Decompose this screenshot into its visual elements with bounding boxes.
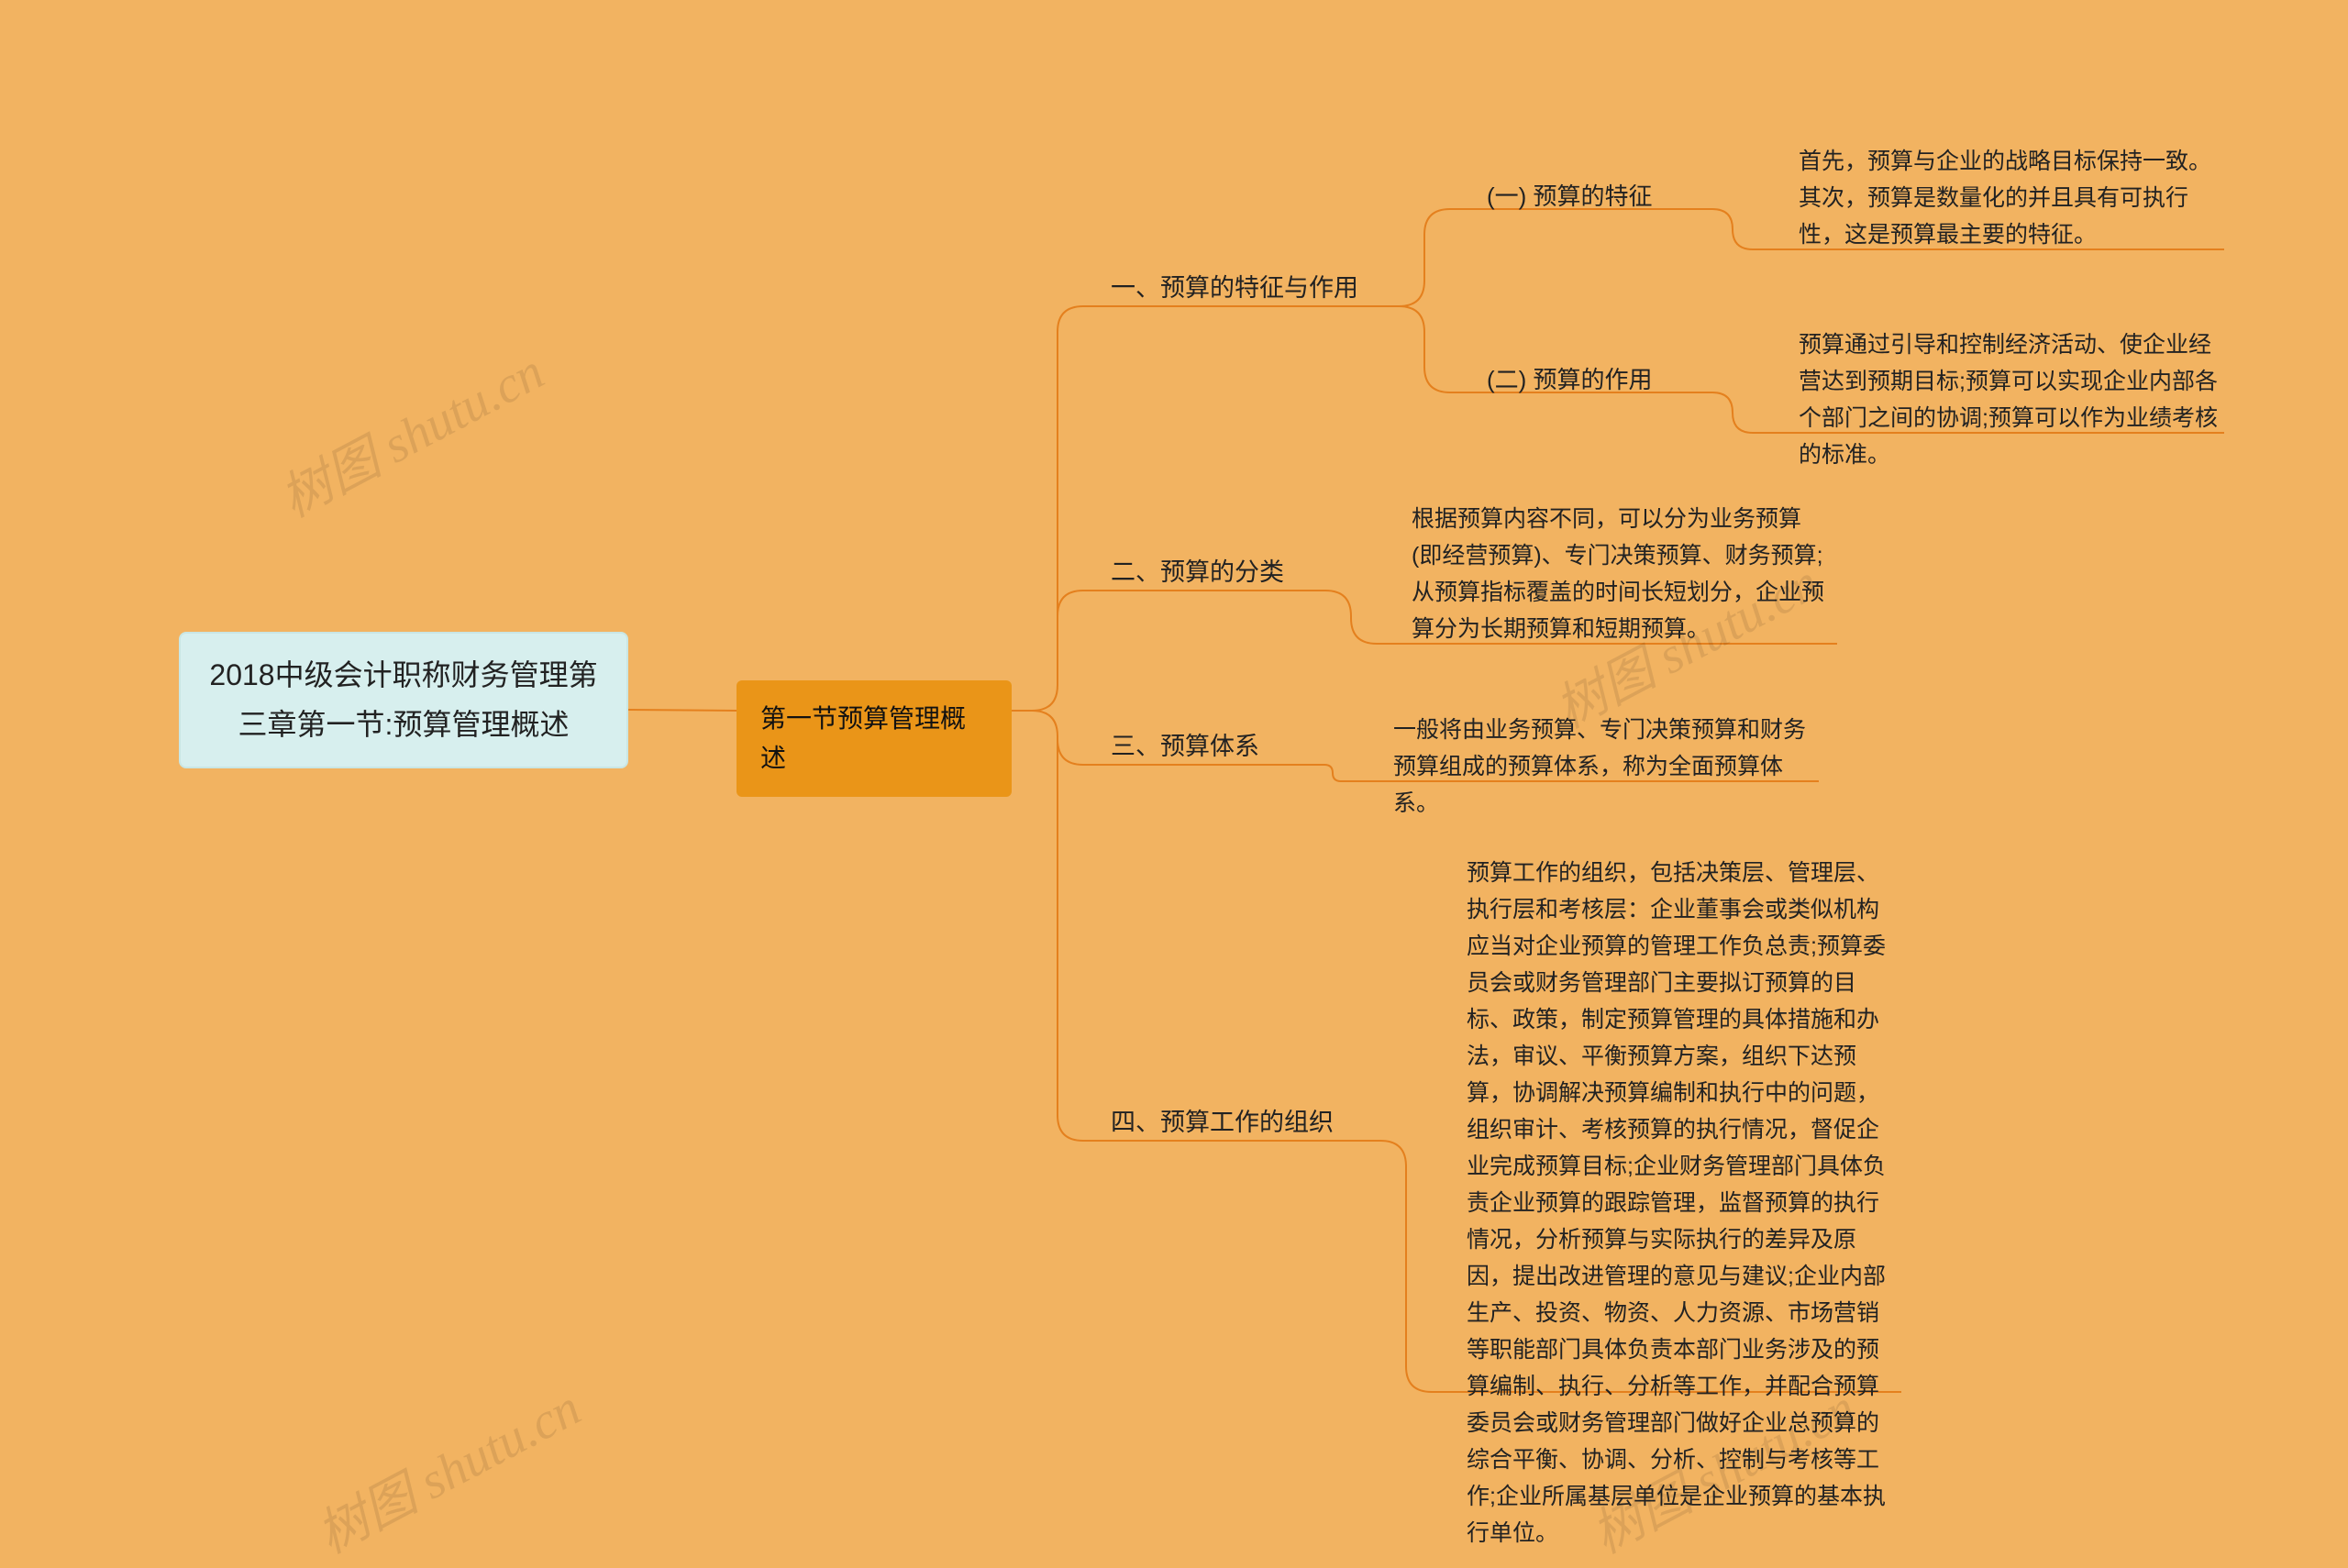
root-node[interactable]: 2018中级会计职称财务管理第三章第一节:预算管理概述: [179, 632, 628, 768]
branch-2[interactable]: 二、预算的分类: [1103, 548, 1296, 598]
branch-1-child-1-leaf: 首先，预算与企业的战略目标保持一致。其次，预算是数量化的并且具有可执行性，这是预…: [1793, 139, 2224, 257]
branch-1[interactable]: 一、预算的特征与作用: [1103, 264, 1369, 314]
branch-3-leaf: 一般将由业务预算、专门决策预算和财务预算组成的预算体系，称为全面预算体系。: [1388, 708, 1819, 825]
branch-3[interactable]: 三、预算体系: [1103, 723, 1278, 772]
mindmap-canvas: 2018中级会计职称财务管理第三章第一节:预算管理概述 第一节预算管理概述 一、…: [0, 0, 2348, 1541]
branch-1-child-1[interactable]: (一) 预算的特征: [1479, 172, 1672, 220]
branch-2-leaf: 根据预算内容不同，可以分为业务预算(即经营预算)、专门决策预算、财务预算;从预算…: [1406, 497, 1837, 651]
section-node[interactable]: 第一节预算管理概述: [737, 680, 1012, 797]
watermark: 树图 shutu.cn: [302, 1367, 591, 1568]
branch-4[interactable]: 四、预算工作的组织: [1103, 1099, 1351, 1148]
branch-4-leaf: 预算工作的组织，包括决策层、管理层、执行层和考核层：企业董事会或类似机构应当对企…: [1461, 851, 1901, 1555]
watermark: 树图 shutu.cn: [265, 331, 554, 532]
branch-1-child-2-leaf: 预算通过引导和控制经济活动、使企业经营达到预期目标;预算可以实现企业内部各个部门…: [1793, 323, 2224, 477]
branch-1-child-2[interactable]: (二) 预算的作用: [1479, 356, 1672, 403]
